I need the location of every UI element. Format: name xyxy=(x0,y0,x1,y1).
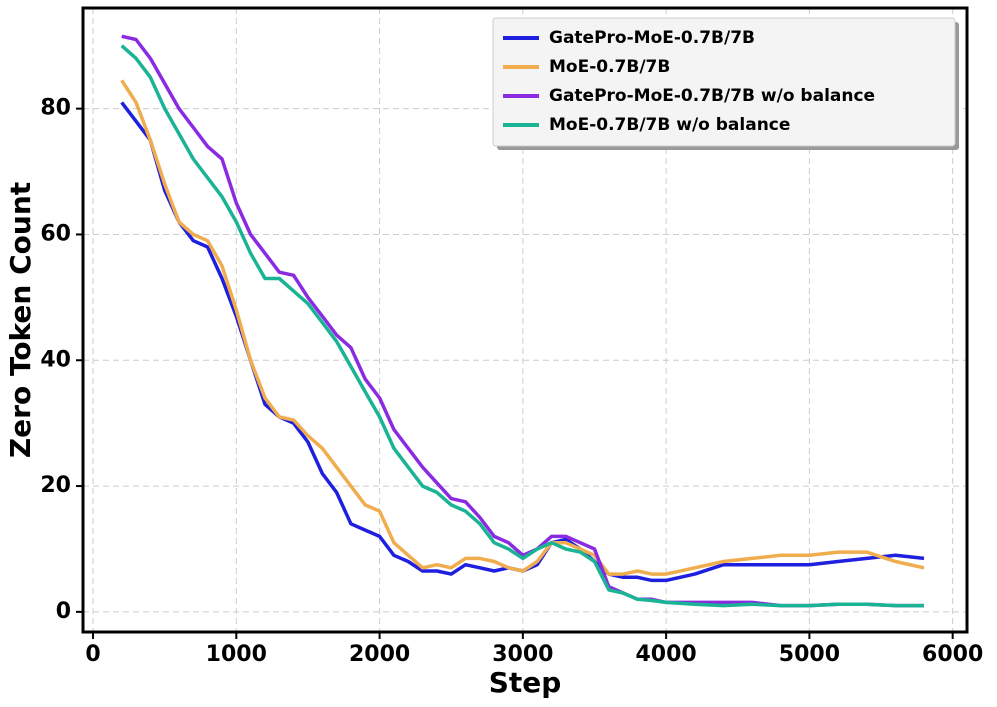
series-line xyxy=(120,101,925,583)
x-tick-label: 1000 xyxy=(206,642,267,667)
x-tick-label: 6000 xyxy=(922,642,983,667)
y-tick-label: 80 xyxy=(40,96,71,121)
legend-label: GatePro-MoE-0.7B/7B xyxy=(549,28,755,48)
legend-label: MoE-0.7B/7B w/o balance xyxy=(549,115,790,135)
legend-box xyxy=(492,17,956,147)
x-tick-label: 4000 xyxy=(636,642,697,667)
plot-frame xyxy=(81,6,969,634)
x-axis-label: Step xyxy=(489,666,562,699)
series-line xyxy=(120,79,925,576)
y-tick-label: 40 xyxy=(40,347,71,372)
x-tick-label: 2000 xyxy=(349,642,410,667)
legend: GatePro-MoE-0.7B/7B MoE-0.7B/7B GatePro-Mo… xyxy=(492,17,959,150)
series-line xyxy=(121,34,924,608)
series-line xyxy=(120,44,924,608)
x-tick-label: 5000 xyxy=(779,642,840,667)
y-axis-label: Zero Token Count xyxy=(4,182,37,458)
x-tick-label: 0 xyxy=(85,642,100,667)
y-tick-label: 0 xyxy=(56,599,71,624)
y-tick-label: 20 xyxy=(40,473,71,498)
legend-label: GatePro-MoE-0.7B/7B w/o balance xyxy=(549,86,875,106)
legend-label: MoE-0.7B/7B xyxy=(549,57,670,77)
y-tick-label: 60 xyxy=(40,221,71,246)
x-tick-label: 3000 xyxy=(492,642,553,667)
